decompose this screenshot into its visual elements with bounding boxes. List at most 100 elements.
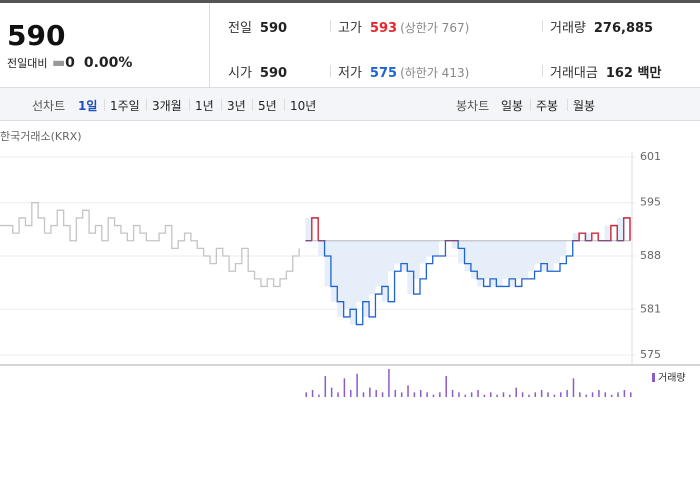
volume-bar [343,378,346,397]
stat-value: 590 [259,21,288,36]
volume-bar [585,394,587,397]
separator [252,99,253,111]
volume-bar [356,373,358,397]
source: 한국거래소(KRX) [0,130,82,143]
volume-bar [470,392,473,397]
volume-bar [502,392,505,397]
stat: 거래량 276,885 [550,17,653,36]
stat-value: 276,885 [593,21,654,36]
period-tab[interactable]: 1년 [195,99,214,113]
price-line-up [305,217,631,241]
stat-value: 590 [259,66,288,81]
volume-bar [598,390,600,397]
change: 전일대비 ▬0 0.00% [7,55,133,71]
period-tab[interactable]: 5년 [258,99,277,113]
change-rate: 0.00% [83,55,133,71]
separator [542,65,543,77]
separator [221,99,222,111]
separator [567,99,568,111]
tab-label: 봉차트 [456,99,490,113]
stat-label: 고가 [338,21,362,36]
price: 590 [7,19,66,52]
volume-bar [572,378,575,397]
stat-value: 593 [369,21,398,36]
volume-bar [547,392,549,397]
stat-label: 시가 [228,66,252,81]
volume-bar [432,394,435,397]
volume-bar [413,392,416,397]
period-tab[interactable]: 10년 [290,99,317,113]
y-tick-label: 601 [640,150,661,163]
volume-bar [483,394,486,397]
volume-bar [591,392,594,397]
volume-bar [330,387,333,397]
stat: 고가 593 (상한가 767) [338,17,469,36]
volume-bar [490,392,492,397]
volume-bar [388,369,390,397]
stat-value: 162 백만 [605,66,662,81]
y-tick-label: 588 [640,249,661,262]
volume-bar [369,387,371,397]
stat: 시가 590 [228,62,287,81]
volume-bar [445,376,447,397]
stat-note: (하한가 413) [400,66,470,80]
stat: 저가 575 (하한가 413) [338,62,469,81]
volume-bar [617,392,619,397]
change-label: 전일대비 [7,57,48,70]
volume-bar [534,392,537,397]
legend-swatch [652,373,655,382]
separator [330,20,331,32]
stat-label: 저가 [338,66,362,81]
volume-bar [566,390,568,397]
change-value: 0 [65,55,75,71]
y-tick-label: 581 [640,302,661,315]
y-tick-label: 595 [640,196,661,209]
candle-tab[interactable]: 일봉 [501,99,524,113]
volume-bar [458,392,460,397]
legend-label: 거래량 [658,372,686,384]
volume-bar [420,390,422,397]
volume-bar [610,394,613,397]
separator [104,99,105,111]
volume-bar [623,390,626,397]
quote-panel: 590 전일대비 ▬0 0.00% 전일 590 고가 593 (상한가 767) 거래량… [0,0,700,88]
stat: 전일 590 [228,17,287,36]
volume-bar [311,390,314,397]
volume-bar [553,394,556,397]
candle-tab[interactable]: 월봉 [573,99,596,113]
stat-label: 전일 [228,21,252,36]
stat: 거래대금 162 백만 [550,62,661,81]
volume-bar [318,394,320,397]
volume-bar [521,392,524,397]
volume-bar [381,392,384,397]
volume-bar [350,390,352,397]
stat-label: 거래대금 [550,66,598,81]
y-tick-label: 575 [640,348,661,361]
volume-bar [407,385,409,397]
separator [530,99,531,111]
period-tab[interactable]: 1주일 [110,99,140,113]
tab-label: 선차트 [32,99,66,113]
volume-bar [515,387,517,397]
volume-bar [560,392,562,397]
quote-box: 590 전일대비 ▬0 0.00% [0,3,210,88]
period-tab[interactable]: 3년 [227,99,246,113]
volume-bar [540,390,543,397]
stat-value: 575 [369,66,398,81]
stat-note: (상한가 767) [400,21,470,35]
separator [542,20,543,32]
volume-bar [375,390,377,397]
volume-bar [439,392,441,397]
period-tab[interactable]: 3개월 [152,99,182,113]
period-tab[interactable]: 1일 [78,99,98,113]
separator [284,99,285,111]
chart: 한국거래소(KRX) 601 595 588 581 575 거래량 [0,130,700,397]
volume-bar [464,394,467,397]
volume-bar [451,390,454,397]
volume-bar [394,390,397,397]
candle-tab[interactable]: 주봉 [536,99,559,113]
stat-label: 거래량 [550,21,586,36]
volume-bar [400,392,403,397]
separator [330,65,331,77]
